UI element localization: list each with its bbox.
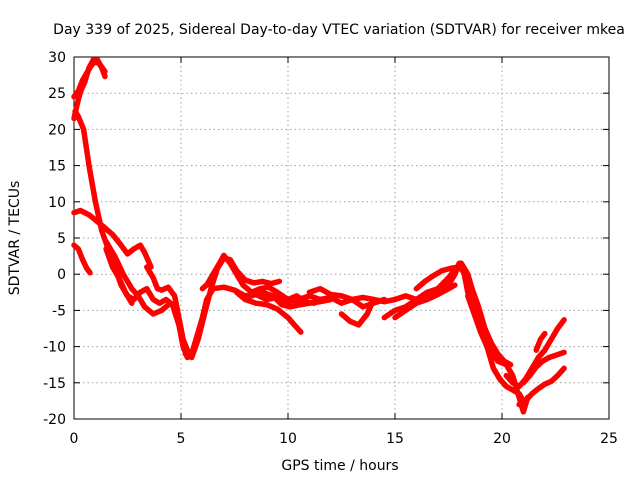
x-axis-label: GPS time / hours [281,458,398,474]
x-axis-ticks: 0 5 10 15 20 25 [70,57,618,447]
x-tick-label: 15 [386,431,404,447]
chart-title: Day 339 of 2025, Sidereal Day-to-day VTE… [53,22,625,38]
series-trace-9 [182,255,283,361]
y-tick-label: 0 [57,267,66,283]
series-trace-20 [503,317,567,390]
series-trace-16 [381,260,475,321]
series-trace-11 [199,280,212,292]
series-trace-2 [71,58,108,100]
series-trace-5 [71,242,93,276]
series-trace-13 [238,289,334,310]
series-trace-18 [413,264,514,368]
y-tick-label: 5 [57,231,66,247]
y-axis-ticks: -20 -15 -10 -5 0 5 10 15 20 25 30 [43,50,609,428]
plot-frame [73,56,610,420]
series-trace-12 [233,289,304,335]
series-trace-15 [338,296,377,328]
x-tick-label: 5 [177,431,186,447]
series-trace-10 [203,252,325,306]
x-tick-label: 25 [600,431,618,447]
y-tick-label: -15 [43,376,66,392]
y-tick-label: -20 [43,412,66,428]
y-tick-label: 25 [48,86,66,102]
series-trace-22 [520,349,567,386]
grid [74,57,609,419]
series-trace-19 [465,293,527,404]
y-tick-label: 30 [48,50,66,66]
x-tick-label: 0 [70,431,79,447]
series-trace-8 [144,264,191,353]
y-tick-label: -10 [43,340,66,356]
y-tick-label: 15 [48,159,66,175]
series-trace-6 [103,238,174,317]
y-tick-label: 10 [48,195,66,211]
y-tick-label: 20 [48,122,66,138]
series-trace-21 [516,365,567,408]
series-trace-4 [71,207,154,270]
x-tick-label: 10 [279,431,297,447]
series-trace-17 [392,282,458,321]
x-tick-label: 20 [493,431,511,447]
series-trace-23 [533,330,548,353]
y-axis-label: SDTVAR / TECUs [7,181,23,296]
series-trace-7 [103,246,135,306]
data-series [71,57,567,415]
y-tick-label: -5 [52,303,66,319]
